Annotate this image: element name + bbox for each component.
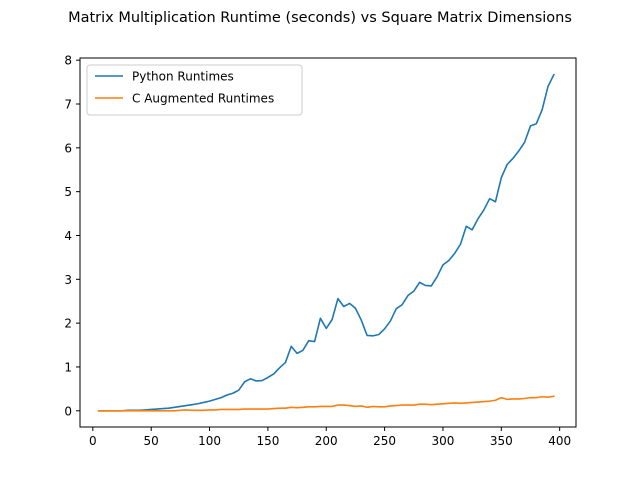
x-tick-label: 50 bbox=[144, 434, 159, 448]
x-tick-label: 350 bbox=[490, 434, 513, 448]
axes-frame bbox=[79, 57, 577, 428]
x-tick-label: 150 bbox=[256, 434, 279, 448]
x-tick-label: 250 bbox=[373, 434, 396, 448]
chart-title: Matrix Multiplication Runtime (seconds) … bbox=[68, 10, 572, 26]
legend: Python Runtimes C Augmented Runtimes bbox=[86, 64, 303, 116]
series-line-1 bbox=[97, 73, 555, 412]
x-tick-label: 100 bbox=[198, 434, 221, 448]
y-tick-label: 8 bbox=[64, 54, 72, 68]
y-tick-label: 6 bbox=[64, 141, 72, 155]
y-tick-label: 5 bbox=[64, 185, 72, 199]
x-tick-label: 0 bbox=[89, 434, 97, 448]
legend-label-2: C Augmented Runtimes bbox=[132, 92, 274, 106]
x-tick-label: 300 bbox=[432, 434, 455, 448]
legend-label-1: Python Runtimes bbox=[132, 70, 234, 84]
y-tick-label: 0 bbox=[64, 404, 72, 418]
plot-area: 0 50 100 150 200 250 300 350 400 0 1 2 3 4 5 6 7 8 Python … bbox=[64, 54, 577, 448]
y-tick-label: 2 bbox=[64, 317, 72, 331]
x-tick-label: 200 bbox=[315, 434, 338, 448]
legend-box bbox=[86, 64, 303, 116]
y-tick-label: 1 bbox=[64, 360, 72, 374]
y-tick-label: 4 bbox=[64, 229, 72, 243]
x-tick-label: 400 bbox=[548, 434, 571, 448]
y-tick-label: 7 bbox=[64, 98, 72, 112]
series-line-2 bbox=[97, 395, 555, 412]
y-tick-label: 3 bbox=[64, 273, 72, 287]
